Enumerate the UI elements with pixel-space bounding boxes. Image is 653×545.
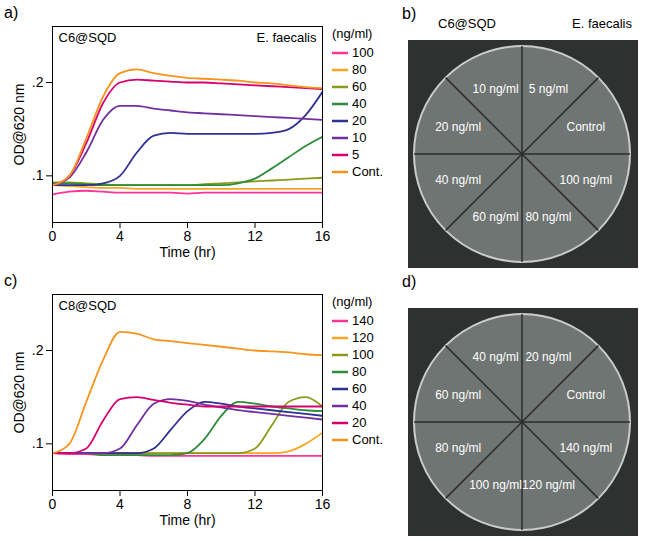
html-text:20: 20 — [352, 113, 367, 128]
svg-text:16: 16 — [315, 228, 331, 244]
svg-text:100 ng/ml: 100 ng/ml — [560, 173, 613, 187]
svg-text:60 ng/ml: 60 ng/ml — [435, 388, 481, 402]
svg-text:Time (hr): Time (hr) — [159, 512, 215, 528]
svg-text:100 ng/ml: 100 ng/ml — [469, 478, 522, 492]
html-text:20: 20 — [352, 415, 367, 430]
svg-text:E. faecalis: E. faecalis — [257, 30, 317, 45]
svg-text:40 ng/ml: 40 ng/ml — [435, 173, 481, 187]
html-text:80: 80 — [352, 364, 367, 379]
svg-text:.2: .2 — [32, 342, 44, 358]
html-text:Cont.: Cont. — [352, 432, 384, 447]
svg-text:C6@SQD: C6@SQD — [59, 30, 117, 45]
svg-text:60 ng/ml: 60 ng/ml — [473, 210, 519, 224]
svg-text:120 ng/ml: 120 ng/ml — [522, 478, 575, 492]
svg-text:C6@SQD: C6@SQD — [438, 16, 496, 31]
html-text:60: 60 — [352, 79, 367, 94]
html-text:140: 140 — [352, 313, 374, 328]
html-text:Cont.: Cont. — [352, 164, 384, 179]
svg-text:C8@SQD: C8@SQD — [59, 298, 117, 313]
svg-text:16: 16 — [315, 496, 331, 512]
html-text:100: 100 — [352, 347, 374, 362]
html-text:100: 100 — [352, 45, 374, 60]
svg-text:0: 0 — [49, 496, 57, 512]
html-text:120: 120 — [352, 330, 374, 345]
svg-text:20 ng/ml: 20 ng/ml — [435, 120, 481, 134]
svg-text:10 ng/ml: 10 ng/ml — [473, 82, 519, 96]
svg-text:8: 8 — [184, 496, 192, 512]
svg-text:80 ng/ml: 80 ng/ml — [525, 210, 571, 224]
html-text:a): a) — [4, 4, 19, 21]
svg-text:12: 12 — [247, 228, 263, 244]
svg-text:4: 4 — [116, 228, 124, 244]
html-text:(ng/ml): (ng/ml) — [332, 26, 373, 41]
svg-text:.1: .1 — [32, 167, 44, 183]
html-text:10: 10 — [352, 130, 367, 145]
html-text:40: 40 — [352, 96, 367, 111]
svg-text:140 ng/ml: 140 ng/ml — [560, 441, 613, 455]
svg-text:12: 12 — [247, 496, 263, 512]
svg-text:OD@620 nm: OD@620 nm — [11, 352, 27, 434]
html-text:60: 60 — [352, 381, 367, 396]
svg-text:20 ng/ml: 20 ng/ml — [525, 350, 571, 364]
svg-text:Control: Control — [567, 388, 606, 402]
svg-text:80 ng/ml: 80 ng/ml — [435, 441, 481, 455]
html-text:5: 5 — [352, 147, 360, 162]
svg-text:40 ng/ml: 40 ng/ml — [473, 350, 519, 364]
svg-text:Control: Control — [567, 120, 606, 134]
svg-text:.2: .2 — [32, 74, 44, 90]
html-text:40: 40 — [352, 398, 367, 413]
svg-text:Time (hr): Time (hr) — [159, 244, 215, 260]
html-text:c): c) — [4, 272, 18, 289]
svg-text:8: 8 — [184, 228, 192, 244]
svg-text:0: 0 — [49, 228, 57, 244]
html-text:(ng/ml): (ng/ml) — [332, 294, 373, 309]
svg-text:OD@620 nm: OD@620 nm — [11, 84, 27, 166]
svg-text:E. faecalis: E. faecalis — [572, 16, 632, 31]
svg-text:4: 4 — [116, 496, 124, 512]
html-text:80: 80 — [352, 62, 367, 77]
svg-text:5 ng/ml: 5 ng/ml — [529, 82, 568, 96]
svg-text:b): b) — [402, 5, 416, 22]
svg-text:d): d) — [402, 273, 416, 290]
svg-text:.1: .1 — [32, 435, 44, 451]
